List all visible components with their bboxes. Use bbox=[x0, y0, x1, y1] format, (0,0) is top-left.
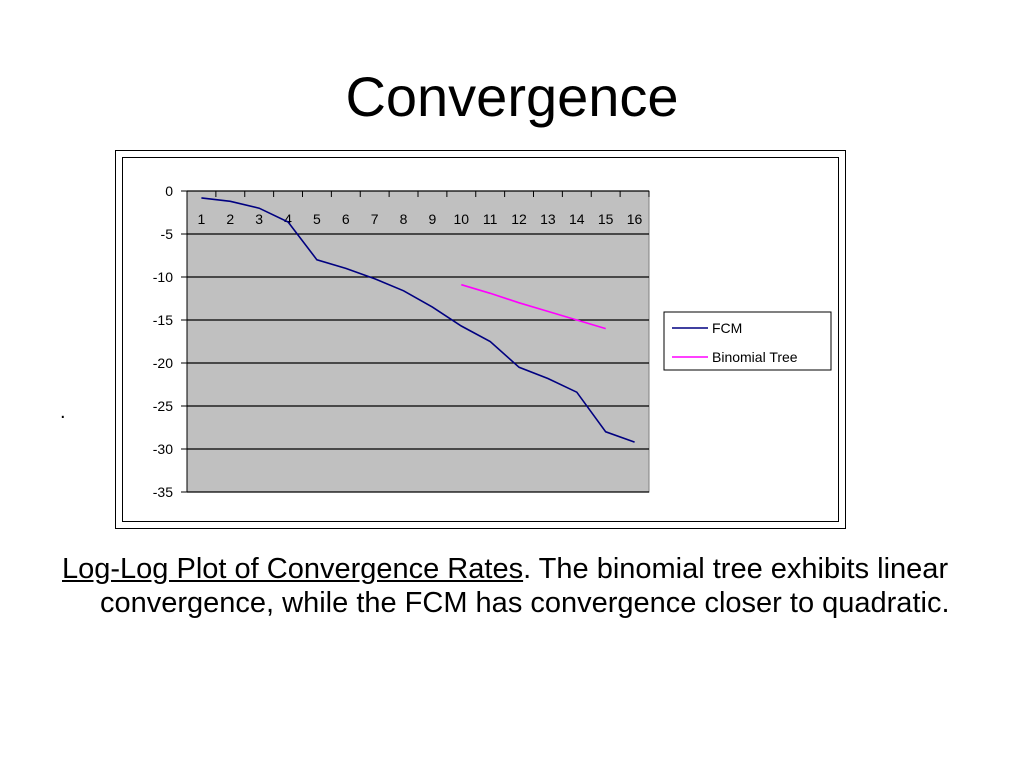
chart-frame-outer bbox=[115, 150, 846, 529]
x-tick-label: 15 bbox=[598, 211, 614, 227]
x-tick-label: 3 bbox=[255, 211, 263, 227]
caption-rest: . The binomial tree exhibits linear conv… bbox=[100, 553, 950, 619]
caption: Log-Log Plot of Convergence Rates. The b… bbox=[62, 552, 1000, 620]
stray-dot: . bbox=[60, 401, 66, 423]
y-tick-label: -10 bbox=[153, 269, 173, 285]
x-tick-label: 2 bbox=[226, 211, 234, 227]
y-tick-label: -30 bbox=[153, 441, 173, 457]
y-tick-label: 0 bbox=[165, 183, 173, 199]
x-tick-label: 4 bbox=[284, 211, 292, 227]
x-tick-label: 7 bbox=[371, 211, 379, 227]
x-tick-label: 16 bbox=[627, 211, 643, 227]
y-tick-label: -25 bbox=[153, 398, 173, 414]
x-tick-label: 6 bbox=[342, 211, 350, 227]
plot-area bbox=[186, 190, 650, 493]
caption-lead: Log-Log Plot of Convergence Rates bbox=[62, 553, 524, 585]
x-tick-label: 12 bbox=[511, 211, 527, 227]
series-line-binomial-tree bbox=[461, 283, 606, 330]
x-tick-label: 8 bbox=[400, 211, 408, 227]
y-tick-label: -20 bbox=[153, 355, 173, 371]
slide-title: Convergence bbox=[345, 65, 679, 128]
series-line-fcm bbox=[201, 197, 635, 443]
x-tick-label: 11 bbox=[483, 211, 498, 227]
legend-label-fcm: FCM bbox=[712, 320, 742, 336]
x-tick-label: 10 bbox=[454, 211, 470, 227]
x-tick-label: 9 bbox=[429, 211, 437, 227]
chart-frame-inner bbox=[122, 157, 839, 522]
y-tick-label: -5 bbox=[161, 226, 174, 242]
x-tick-label: 13 bbox=[540, 211, 556, 227]
x-tick-label: 14 bbox=[569, 211, 585, 227]
y-tick-label: -35 bbox=[153, 484, 173, 500]
legend-label-binomial-tree: Binomial Tree bbox=[712, 349, 798, 365]
y-tick-label: -15 bbox=[153, 312, 173, 328]
legend-box bbox=[663, 311, 832, 371]
x-tick-label: 5 bbox=[313, 211, 321, 227]
x-tick-label: 1 bbox=[198, 211, 206, 227]
